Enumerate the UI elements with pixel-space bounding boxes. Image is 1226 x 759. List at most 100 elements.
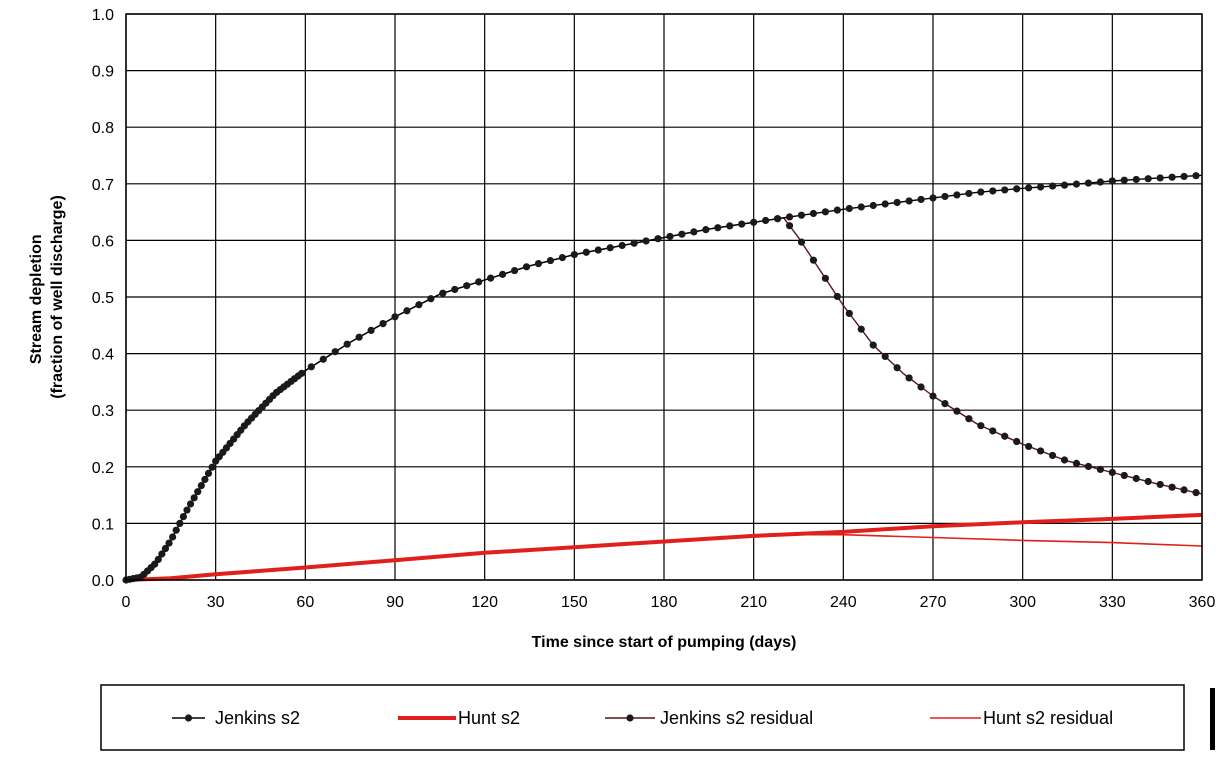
x-tick-label: 60 [296,594,314,611]
data-point [158,550,166,558]
data-point [427,295,435,303]
data-point [881,352,889,361]
y-tick-label: 0.2 [92,460,114,477]
y-tick-label: 0.7 [92,177,114,194]
data-point [1108,177,1116,185]
data-point [845,309,853,318]
data-point [403,307,411,315]
x-tick-label: 210 [740,594,767,611]
data-point [1048,451,1057,460]
x-tick-label: 270 [920,594,947,611]
data-point [190,494,198,502]
y-tick-label: 0.4 [92,347,114,364]
data-point [1060,181,1069,189]
data-point [172,526,180,534]
data-point [630,239,638,247]
data-point [298,369,306,377]
legend-marker-0 [184,714,193,722]
data-point [857,203,865,211]
data-point [165,539,173,547]
y-axis-label: Stream depletion (fraction of well disch… [28,195,66,399]
data-point [594,246,602,254]
data-point [953,191,961,199]
data-point [833,206,841,214]
y-tick-label: 0.0 [92,573,114,590]
data-point [905,374,913,382]
x-tick-label: 120 [471,594,498,611]
data-point [869,341,877,349]
data-point [1037,183,1045,191]
data-point [1192,489,1200,497]
data-point [821,274,830,282]
x-tick-label: 90 [386,594,404,611]
y-tick-label: 0.6 [92,233,114,250]
data-point [1084,179,1093,187]
data-point [1156,174,1164,182]
x-tick-label: 300 [1009,594,1036,611]
data-point [1132,175,1140,184]
y-tick-label: 0.5 [92,290,114,307]
data-point [881,200,889,208]
data-point [1180,172,1188,181]
data-point [546,256,555,265]
data-point [750,218,758,226]
data-point [176,519,184,528]
data-point [929,392,937,400]
data-point [917,383,925,391]
data-point [319,355,327,363]
data-point [570,250,578,259]
data-point [762,216,770,225]
y-tick-label: 0.9 [92,64,114,81]
data-point [642,237,650,245]
data-point [702,226,710,234]
legend-label-1: Hunt s2 [458,708,520,728]
y-tick-label: 0.1 [92,516,114,533]
x-tick-label: 330 [1099,594,1126,611]
x-tick-label: 240 [830,594,857,611]
data-point [1192,172,1200,180]
x-tick-label: 180 [651,594,678,611]
data-point [941,399,949,408]
data-point [654,235,662,243]
data-point [845,204,853,213]
data-point [331,348,339,356]
data-point [1025,442,1033,451]
data-point [197,481,205,490]
y-tick-label: 0.8 [92,120,114,137]
data-point [857,325,865,333]
data-point [690,228,698,236]
data-point [510,266,519,275]
data-point [499,270,507,278]
legend-marker-2 [626,714,634,722]
data-point [977,422,985,430]
data-point [1096,465,1104,474]
data-point [1013,437,1021,446]
data-point [773,215,782,223]
data-point [1048,182,1057,190]
data-point [977,188,985,196]
chart-grid [125,13,1203,581]
data-point [201,475,209,484]
data-point [917,195,925,204]
data-point [379,320,387,328]
y-axis-tick-labels: 0.0 0.1 0.2 0.3 0.4 0.5 0.6 0.7 0.8 0.9 1.0 [92,7,114,590]
data-point [1084,462,1093,471]
data-point [606,244,614,252]
data-point [451,285,459,294]
data-point [391,313,399,321]
data-point [1013,185,1021,193]
data-point [522,263,531,271]
data-point [1132,474,1140,483]
data-point [1108,468,1116,477]
y-tick-label: 1.0 [92,7,114,24]
x-tick-label: 30 [207,594,225,611]
data-point [797,238,806,246]
data-point [415,301,423,309]
data-point [1001,186,1009,194]
legend-label-2: Jenkins s2 residual [660,708,813,728]
data-point [208,463,216,471]
data-point [714,224,722,232]
data-point [1180,486,1188,494]
data-point [169,533,177,541]
